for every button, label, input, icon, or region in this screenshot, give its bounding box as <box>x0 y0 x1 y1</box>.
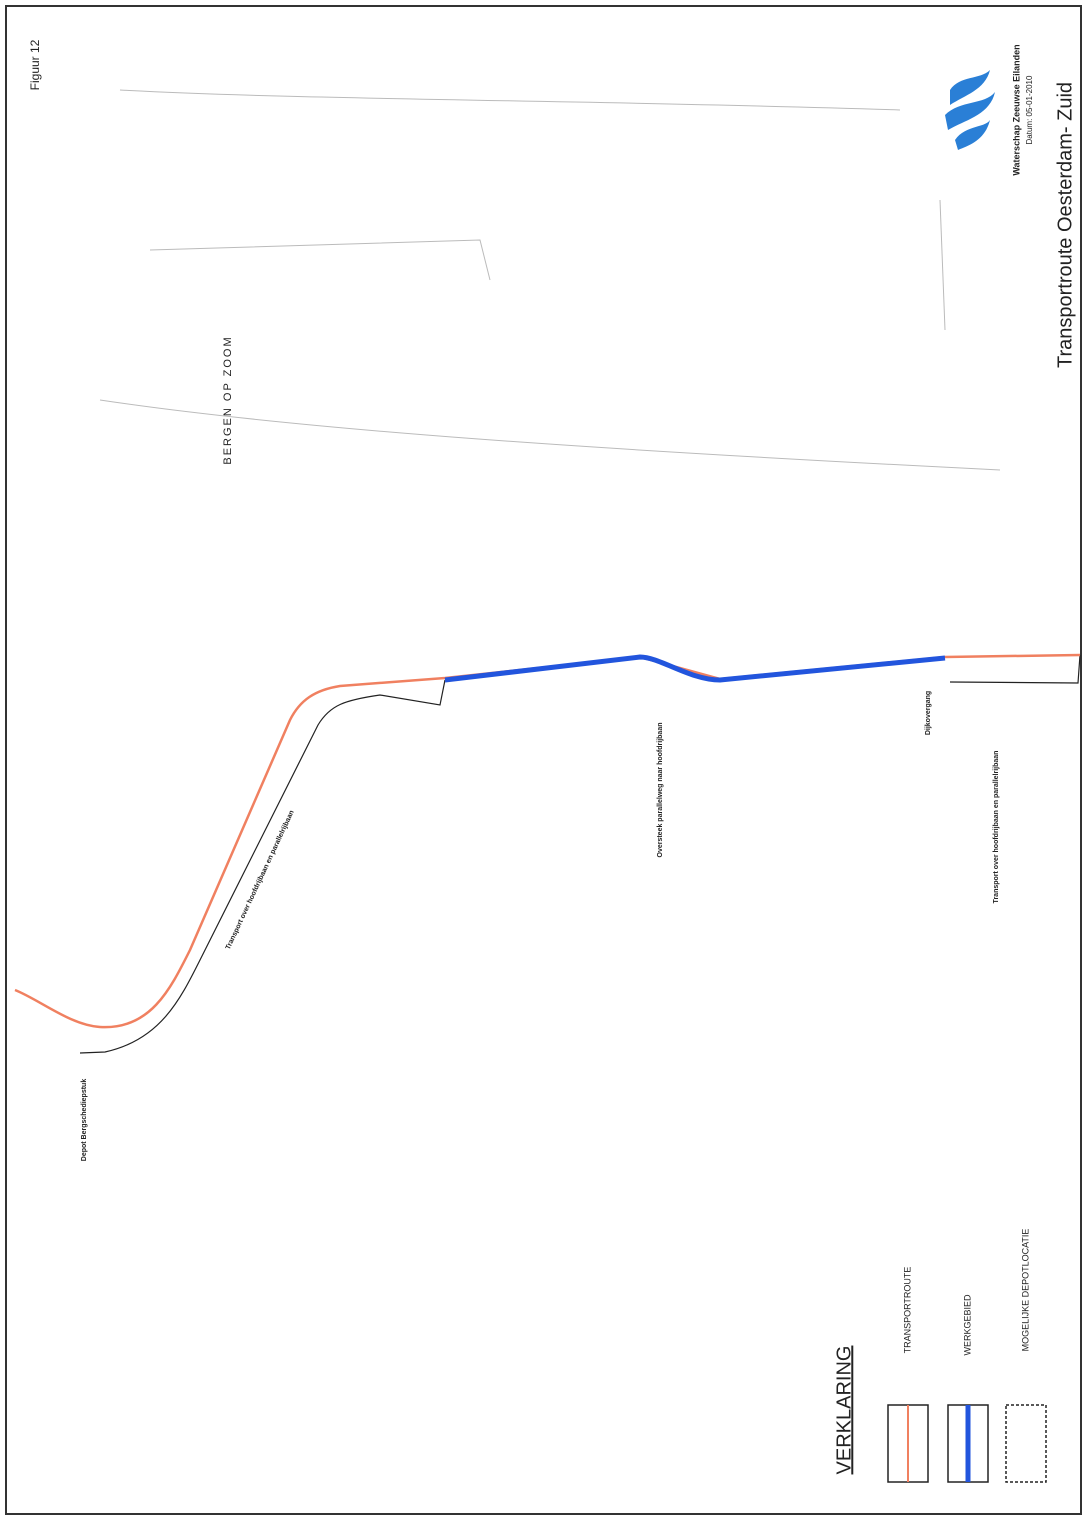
legend-item: TRANSPORTROUTE <box>902 1267 912 1354</box>
route-labels: Depot Bergschediepstuk Transport over ho… <box>81 691 1000 1161</box>
figure-number: Figuur 12 <box>28 39 42 90</box>
date: Datum: 05-01-2010 <box>1025 75 1034 144</box>
background-roads <box>99 89 1001 471</box>
legend-item: WERKGEBIED <box>962 1294 972 1356</box>
logo <box>945 70 995 150</box>
legend-swatch <box>1005 1404 1047 1483</box>
sheet-border <box>5 5 1082 1515</box>
map-label: Oversteek parallelweg naar hoofdrijbaan <box>657 723 664 858</box>
organization: Waterschap Zeeuwse Eilanden <box>1011 44 1021 175</box>
map-label: Depot Bergschediepstuk <box>81 1079 88 1162</box>
map-label: Transport over hoofdrijbaan en parallelr… <box>225 809 296 951</box>
legend-title: VERKLARING <box>833 1346 855 1475</box>
legend: VERKLARING TRANSPORTROUTE WERKGEBIED MOG… <box>833 1229 1047 1483</box>
transport-route <box>14 653 1081 1029</box>
depot-outlines <box>79 654 1081 1054</box>
work-area <box>444 654 946 683</box>
legend-item: MOGELIJKE DEPOTLOCATIE <box>1020 1229 1030 1352</box>
title: Transportroute Oesterdam- Zuid <box>1054 82 1076 368</box>
place-name: BERGEN OP ZOOM <box>222 335 234 464</box>
map-label: Dijkovergang <box>925 691 932 735</box>
map-label: Transport over hoofdrijbaan en parallelr… <box>993 751 1000 904</box>
